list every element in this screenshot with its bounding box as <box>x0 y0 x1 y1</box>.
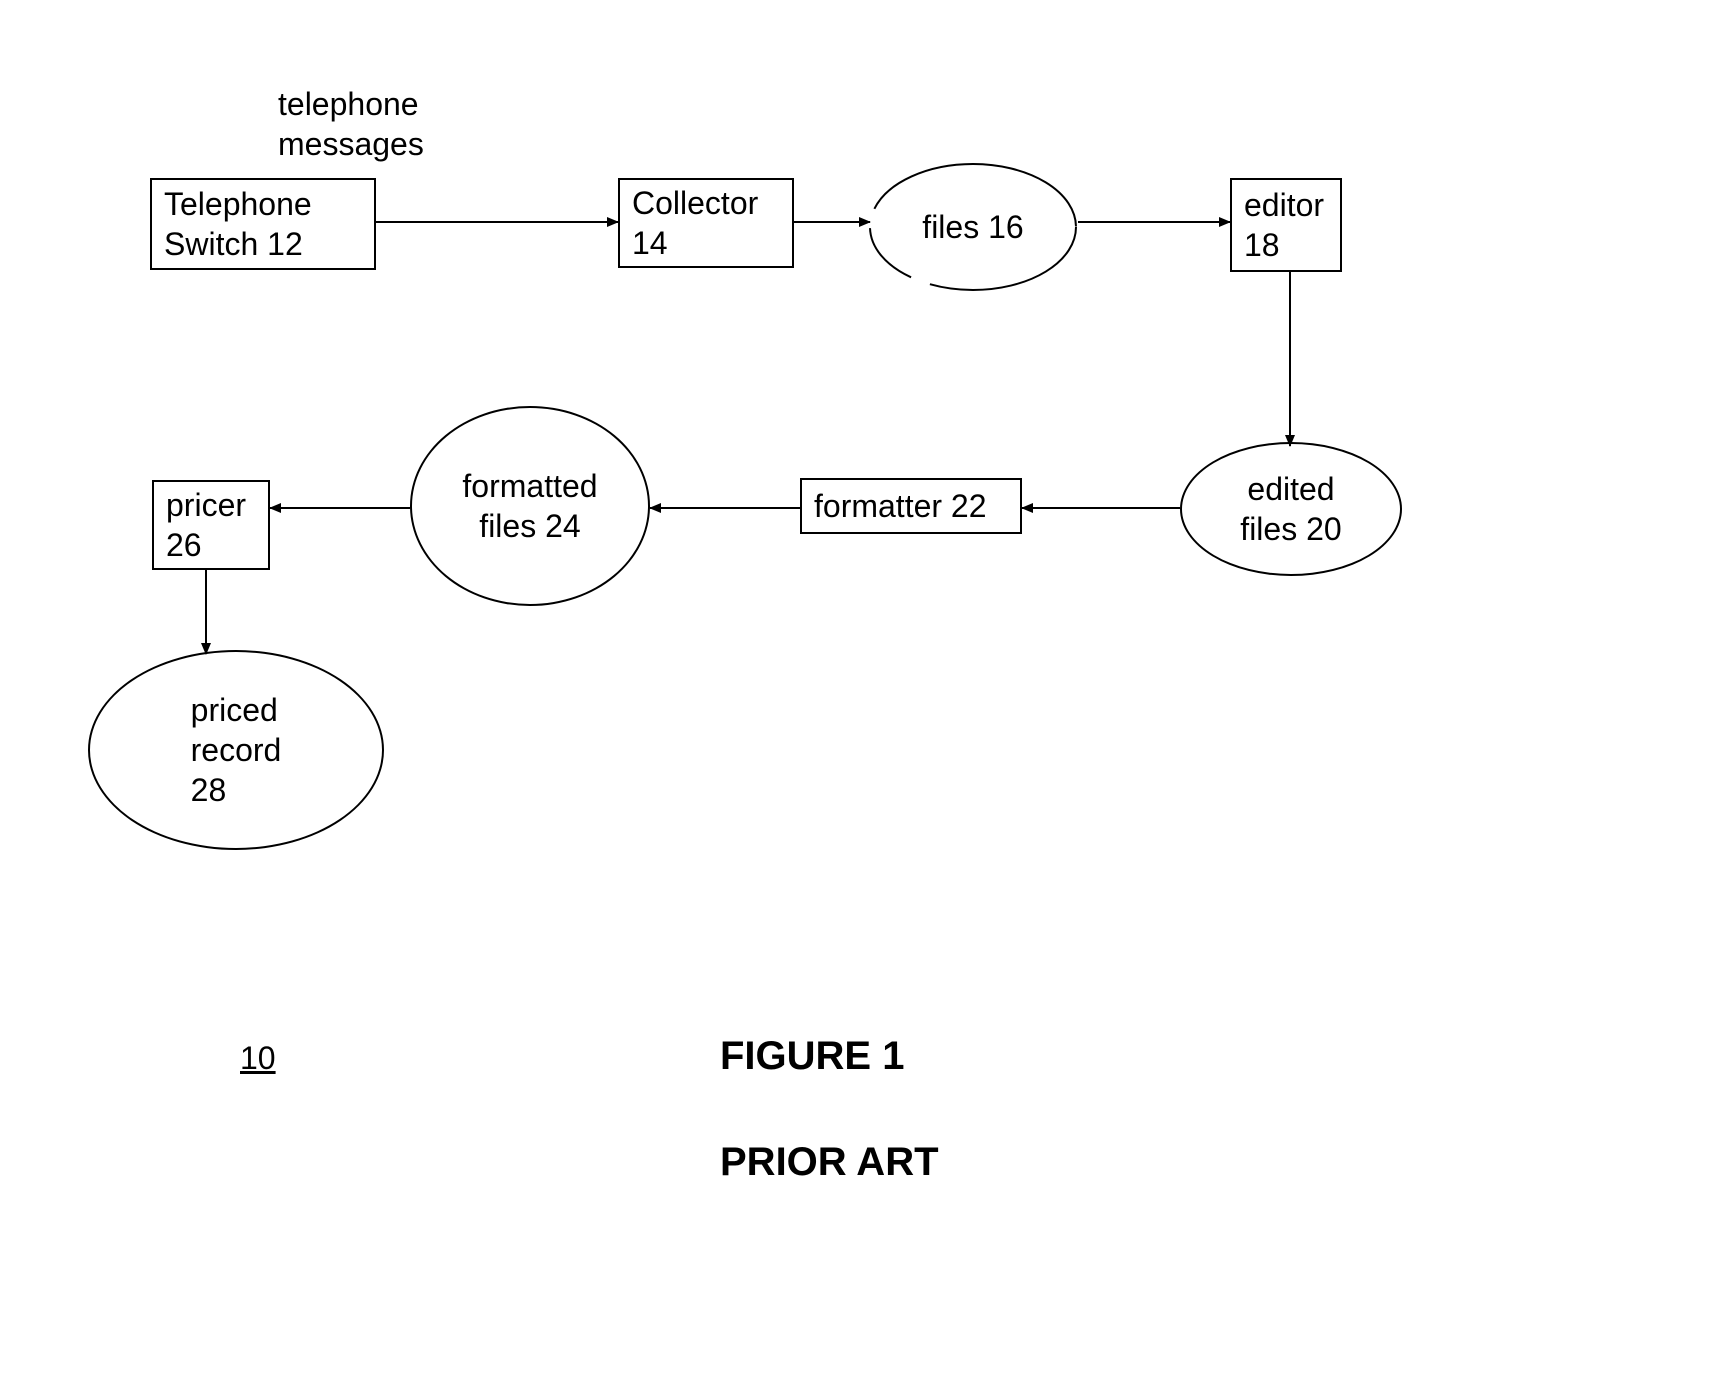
node-files-16: files 16 <box>868 162 1078 292</box>
figure-caption: FIGURE 1 <box>720 1034 904 1079</box>
diagram-canvas: telephone messages Telephone Switch 12 C… <box>0 0 1735 1379</box>
node-label: priced record 28 <box>191 690 282 810</box>
edge-label-text: telephone messages <box>278 86 424 162</box>
node-formatter: formatter 22 <box>800 478 1022 534</box>
node-label: formatter 22 <box>814 486 987 526</box>
node-formatted-files: formatted files 24 <box>410 406 650 606</box>
node-pricer: pricer 26 <box>152 480 270 570</box>
reference-number: 10 <box>240 1040 276 1077</box>
node-collector: Collector 14 <box>618 178 794 268</box>
node-label: editor 18 <box>1244 185 1324 265</box>
prior-art-caption: PRIOR ART <box>720 1140 939 1185</box>
node-edited-files: edited files 20 <box>1180 442 1402 576</box>
caption-text: PRIOR ART <box>720 1140 939 1184</box>
node-label: edited files 20 <box>1240 469 1341 549</box>
node-label: Telephone Switch 12 <box>164 184 312 264</box>
node-label: formatted files 24 <box>462 466 597 546</box>
edge-label-telephone-messages: telephone messages <box>278 84 424 164</box>
node-editor: editor 18 <box>1230 178 1342 272</box>
node-telephone-switch: Telephone Switch 12 <box>150 178 376 270</box>
node-label: Collector 14 <box>632 183 758 263</box>
caption-text: FIGURE 1 <box>720 1034 904 1078</box>
node-label: pricer 26 <box>166 485 246 565</box>
reference-text: 10 <box>240 1040 276 1076</box>
node-priced-record: priced record 28 <box>88 650 384 850</box>
node-label: files 16 <box>922 207 1023 247</box>
